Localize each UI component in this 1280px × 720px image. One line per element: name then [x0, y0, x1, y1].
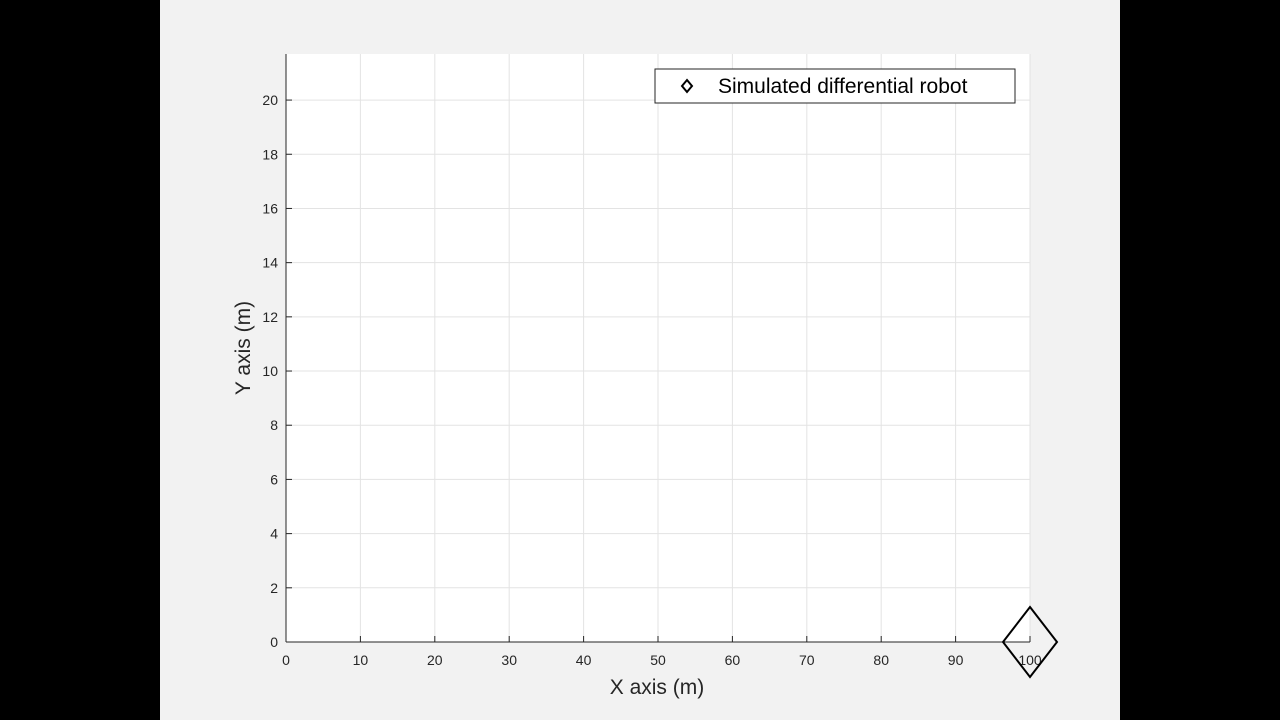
y-tick-label: 2 — [270, 580, 278, 596]
y-tick-label: 18 — [262, 146, 278, 162]
data-markers — [1001, 605, 1059, 679]
y-ticks: 0 2 4 6 8 10 12 14 16 18 20 — [262, 92, 292, 650]
chart: 0 10 20 30 40 50 60 70 80 90 100 0 2 4 6 8 10 12 14 16 18 20… — [232, 54, 1059, 699]
figure-window: 0 10 20 30 40 50 60 70 80 90 100 0 2 4 6 8 10 12 14 16 18 20… — [160, 0, 1120, 720]
y-tick-label: 12 — [262, 309, 278, 325]
robot-marker — [1001, 605, 1059, 679]
legend: Simulated differential robot — [654, 68, 1016, 104]
y-tick-label: 14 — [262, 255, 278, 271]
y-axis-label: Y axis (m) — [232, 301, 255, 395]
y-tick-label: 10 — [262, 363, 278, 379]
x-tick-label: 90 — [948, 652, 964, 668]
y-tick-label: 8 — [270, 417, 278, 433]
y-tick-label: 6 — [270, 471, 278, 487]
legend-label: Simulated differential robot — [718, 75, 968, 98]
x-tick-label: 70 — [799, 652, 815, 668]
x-tick-label: 20 — [427, 652, 443, 668]
y-tick-label: 20 — [262, 92, 278, 108]
x-ticks: 0 10 20 30 40 50 60 70 80 90 100 — [282, 636, 1042, 668]
x-tick-label: 0 — [282, 652, 290, 668]
x-tick-label: 50 — [650, 652, 666, 668]
x-tick-label: 40 — [576, 652, 592, 668]
x-tick-label: 30 — [501, 652, 517, 668]
x-tick-label: 100 — [1018, 652, 1042, 668]
y-tick-label: 4 — [270, 526, 278, 542]
x-tick-label: 80 — [873, 652, 889, 668]
y-tick-label: 0 — [270, 634, 278, 650]
y-tick-label: 16 — [262, 200, 278, 216]
legend-diamond-icon — [680, 78, 694, 94]
x-tick-label: 10 — [353, 652, 369, 668]
x-tick-label: 60 — [725, 652, 741, 668]
legend-box — [654, 68, 1016, 104]
x-axis-label: X axis (m) — [610, 676, 705, 699]
